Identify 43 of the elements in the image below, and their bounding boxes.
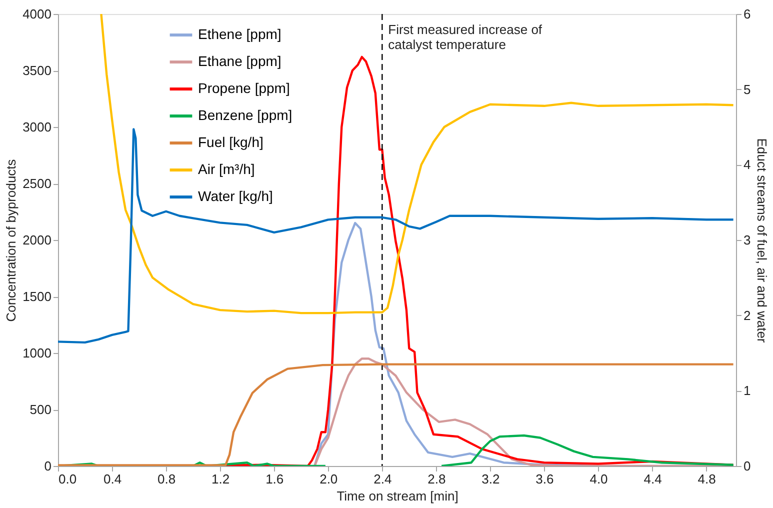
x-axis-title: Time on stream [min]	[336, 488, 458, 504]
y2-tick-label: 5	[744, 82, 751, 97]
legend-label: Benzene [ppm]	[198, 107, 292, 123]
legend-label: Ethene [ppm]	[198, 26, 282, 42]
x-tick-label: 0.8	[158, 472, 176, 486]
y-tick-label: 3500	[22, 63, 52, 78]
y2-tick-label: 2	[744, 308, 751, 323]
x-tick-label: 2.8	[428, 472, 446, 486]
y2-tick-label: 4	[744, 157, 751, 172]
y-tick-label: 0	[44, 458, 52, 474]
y-tick-label: 4000	[22, 6, 52, 22]
line-series	[58, 363, 734, 466]
x-tick-label: 4.8	[698, 472, 716, 486]
x-tick-label: 2.4	[374, 472, 392, 486]
line-series	[100, 14, 734, 314]
y2-tick-label: 6	[744, 6, 751, 22]
y-tick-label: 500	[30, 402, 52, 417]
y-tick-label: 1500	[22, 289, 52, 304]
x-tick-label: 1.6	[266, 472, 284, 486]
y-tick-label: 1000	[22, 346, 52, 360]
y-tick-label: 2000	[22, 232, 52, 248]
x-tick-label: 0.4	[103, 472, 122, 486]
y-tick-label: 2500	[22, 176, 52, 191]
x-tick-label: 4.4	[644, 472, 662, 486]
y-tick-label: 3000	[22, 120, 52, 134]
y-axis-title: Concentration of byproducts	[4, 158, 19, 322]
x-tick-label: 1.2	[212, 472, 230, 486]
legend-label: Propene [ppm]	[198, 80, 290, 96]
y2-tick-label: 0	[744, 458, 751, 474]
line-series	[58, 128, 734, 344]
legend-label: Ethane [ppm]	[198, 53, 282, 69]
x-tick-label: 3.6	[536, 472, 554, 486]
y2-tick-label: 1	[744, 383, 751, 398]
legend-label: Water [kg/h]	[198, 188, 273, 204]
y2-axis-title: Educt streams of fuel, air and water	[754, 138, 770, 344]
legend-label: Air [m³/h]	[198, 161, 255, 177]
legend-label: Fuel [kg/h]	[198, 134, 264, 150]
ref-line-label: First measured increase of catalyst temperature	[388, 22, 542, 52]
x-tick-label: 0.0	[58, 472, 77, 486]
y2-tick-label: 3	[744, 232, 751, 248]
x-tick-label: 3.2	[482, 472, 500, 486]
x-tick-label: 2.0	[320, 472, 338, 486]
x-tick-label: 4.0	[590, 472, 608, 486]
